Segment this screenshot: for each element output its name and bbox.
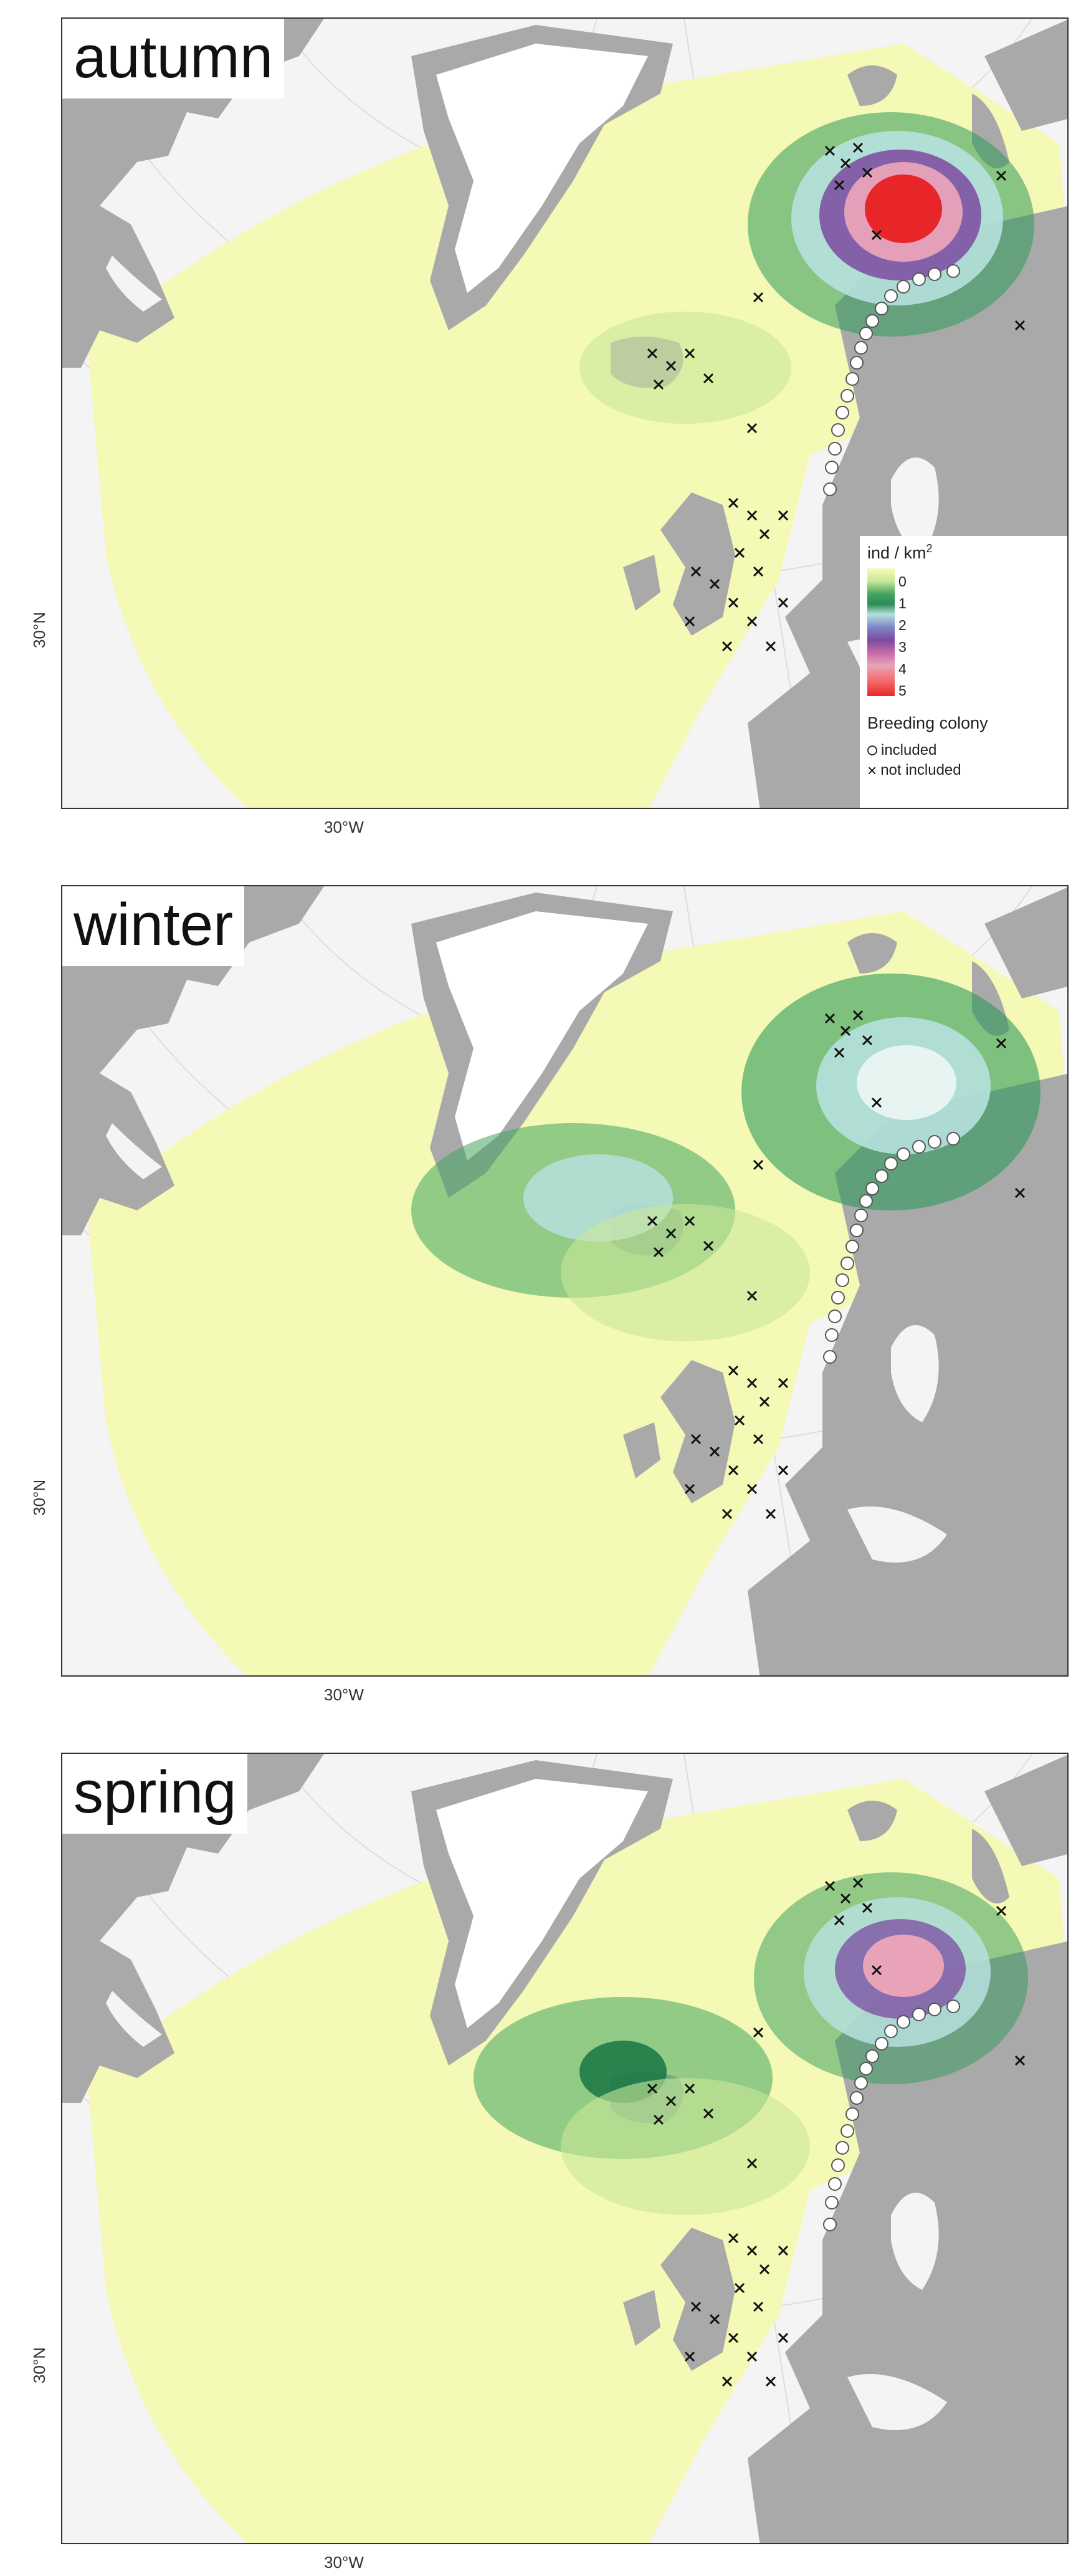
lon-label: 30°W	[324, 818, 364, 836]
circle-icon	[867, 745, 877, 755]
legend-tick: 5	[898, 682, 907, 699]
cross-icon: ×	[867, 761, 877, 780]
legend-colorbar	[867, 568, 895, 696]
legend-tick: 4	[898, 661, 907, 677]
map-canvas	[62, 19, 1067, 808]
density-hotspot	[474, 1872, 1028, 2215]
legend-title: ind / km2	[867, 542, 933, 562]
density-hotspot	[411, 974, 1041, 1341]
season-label: winter	[62, 886, 245, 966]
density-hotspot	[579, 112, 1034, 424]
map-panel-autumn: autumn ind / km2 0 1 2 3 4 5 Breeding co…	[61, 17, 1069, 809]
legend-tick: 2	[898, 617, 907, 633]
season-label: autumn	[62, 19, 285, 98]
legend: ind / km2 0 1 2 3 4 5 Breeding colony in…	[860, 536, 1067, 808]
map-panel-spring: spring	[61, 1753, 1069, 2544]
lon-label: 30°W	[324, 2553, 364, 2572]
legend-not-included: × not included	[867, 761, 961, 780]
lat-label: 30°N	[30, 611, 49, 648]
lon-label: 30°W	[324, 1685, 364, 1704]
legend-colony-title: Breeding colony	[867, 714, 988, 732]
map-canvas	[62, 886, 1067, 1675]
legend-tick: 3	[898, 639, 907, 655]
map-canvas	[62, 1754, 1067, 2543]
lat-label: 30°N	[30, 1479, 49, 1516]
lat-label: 30°N	[30, 2347, 49, 2383]
legend-tick: 1	[898, 595, 907, 611]
map-panel-winter: winter	[61, 885, 1069, 1677]
legend-tick: 0	[898, 573, 907, 590]
season-label: spring	[62, 1754, 248, 1834]
legend-included: included	[867, 742, 936, 759]
